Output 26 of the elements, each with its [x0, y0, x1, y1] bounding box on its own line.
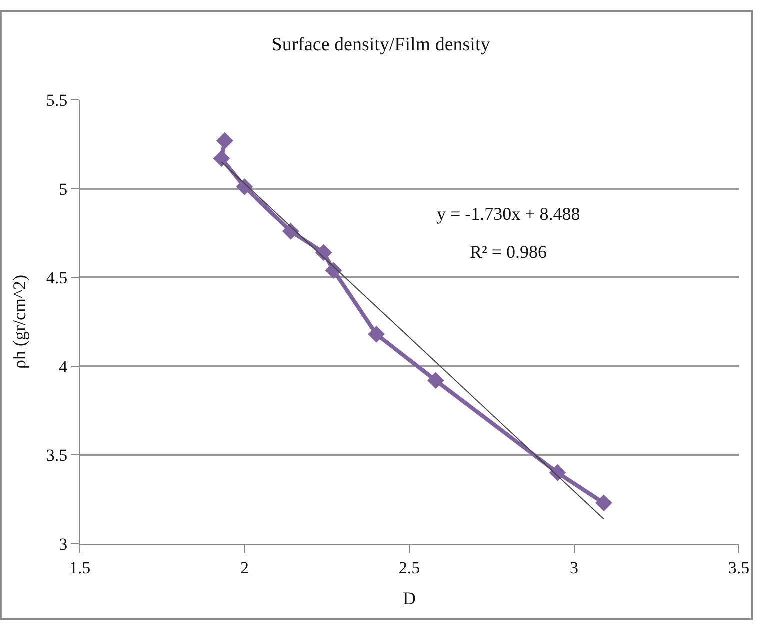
x-tick-label: 2: [240, 558, 249, 578]
y-tick-label: 5: [59, 180, 68, 199]
y-axis-title: ρh (gr/cm^2): [10, 275, 30, 369]
point: [427, 372, 444, 390]
point: [315, 244, 332, 262]
point: [282, 222, 300, 240]
x-tick-label: 3.5: [728, 558, 750, 578]
x-tick-label: 1.5: [69, 558, 91, 578]
y-tick-label: 3: [59, 534, 68, 554]
y-tick-label: 4.5: [46, 268, 68, 288]
point: [325, 262, 342, 279]
point: [213, 150, 230, 168]
x-axis-title: D: [403, 588, 416, 608]
annotation: y = -1.730x + 8.488: [437, 204, 580, 224]
chart-title: Surface density/Film density: [272, 34, 491, 56]
point: [595, 494, 612, 512]
annotation: R² = 0.986: [470, 242, 548, 262]
point: [368, 326, 385, 343]
point: [216, 132, 234, 150]
point: [549, 464, 566, 482]
y-tick-label: 3.5: [46, 446, 68, 466]
x-tick-label: 2.5: [398, 558, 420, 578]
x-tick-label: 3: [570, 558, 578, 578]
y-tick-label: 5.5: [46, 90, 68, 110]
point: [236, 178, 254, 196]
y-tick-label: 4: [59, 357, 68, 376]
